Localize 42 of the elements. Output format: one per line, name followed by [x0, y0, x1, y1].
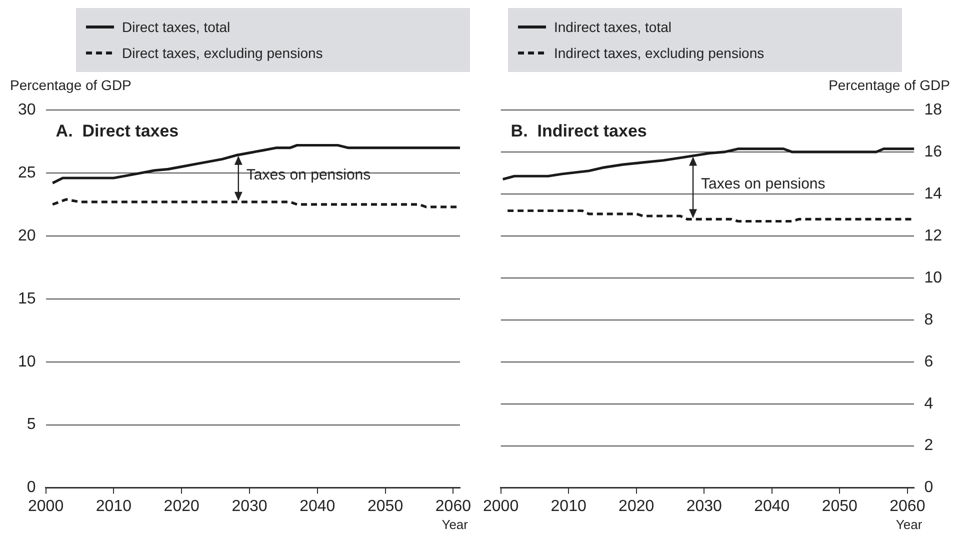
y2-tick-label: 6 [924, 353, 934, 370]
x-tick-label: 2060 [890, 498, 926, 515]
x-tick-label: 2040 [300, 498, 336, 515]
legend-label: Indirect taxes, excluding pensions [554, 45, 764, 61]
x-tick-label: 2010 [550, 498, 586, 515]
y2-tick-label: 8 [924, 311, 934, 328]
x-tick-label: 2050 [822, 498, 858, 515]
y2-tick-label: 0 [924, 479, 934, 496]
legend-label: Direct taxes, total [122, 19, 230, 35]
x-tick-label: 2060 [435, 498, 472, 515]
x-tick-label: 2000 [483, 498, 519, 515]
text: B. Indirect taxes [510, 122, 647, 141]
y-tick-label: 15 [18, 290, 36, 308]
y-tick-label: 5 [26, 416, 36, 434]
y2-tick-label: 4 [924, 395, 934, 412]
x-tick-label: 2020 [164, 498, 200, 515]
x-axis-title: Year [896, 517, 923, 532]
y-tick-label: 25 [18, 164, 36, 182]
x-tick-label: 2010 [96, 498, 132, 515]
x-tick-label: 2040 [754, 498, 790, 515]
y-tick-label: 10 [18, 353, 36, 370]
y2-tick-label: 2 [924, 437, 934, 454]
x-tick-label: 2030 [686, 498, 722, 515]
y2-tick-label: 18 [924, 101, 942, 118]
x-axis-title: Year [442, 517, 469, 532]
x-tick-label: 2000 [28, 498, 64, 515]
x-tick-label: 2030 [232, 498, 268, 515]
x-tick-label: 2020 [618, 498, 654, 515]
text: A. Direct taxes [56, 122, 179, 141]
y2-tick-label: 12 [924, 227, 942, 244]
y-tick-label: 20 [18, 227, 36, 244]
y2-tick-label: 10 [924, 269, 942, 286]
y2-tick-label: 16 [924, 143, 942, 160]
y-axis-title: Percentage of GDP [10, 76, 132, 93]
legend-label: Indirect taxes, total [554, 19, 672, 35]
y2-axis-title: Percentage of GDP [828, 76, 950, 93]
annotation: Taxes on pensions [701, 176, 826, 193]
y2-tick-label: 14 [924, 185, 942, 202]
legend-label: Direct taxes, excluding pensions [122, 45, 323, 61]
y-tick-label: 30 [18, 101, 36, 118]
x-tick-label: 2050 [368, 498, 404, 515]
y-tick-label: 0 [26, 479, 36, 496]
